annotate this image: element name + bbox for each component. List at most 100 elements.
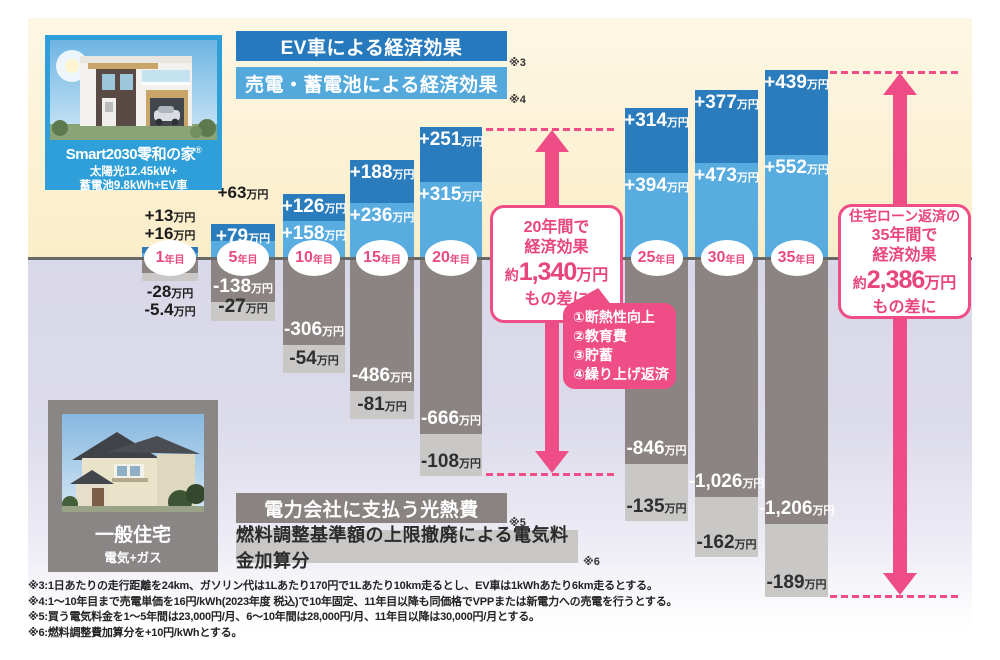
legend-banner-utility-cost: 電力会社に支払う光熱費 [236, 493, 507, 523]
dash-line-20y-top [486, 128, 615, 131]
bar-value-label: +473万円 [694, 165, 759, 186]
bar-segment-fuel [625, 464, 688, 521]
year-badge: 5 年目 [217, 240, 269, 276]
arrow-down-icon [883, 573, 917, 595]
footnote-line: ※3:1日あたりの走行距離を24km、ガソリン代は1Lあたり170円で1Lあたり… [28, 580, 658, 592]
footnote-line: ※4:1〜10年目まで売電単価を16円/kWh(2023年度 税込)で10年固定… [28, 595, 678, 608]
year-badge: 15 年目 [356, 240, 408, 276]
bar-value-label: -306万円 [283, 319, 345, 340]
footnote-ref-3: ※3 [509, 57, 526, 69]
general-house-photo [62, 414, 204, 512]
callout-35y-line1: 住宅ローン返済の [848, 207, 961, 224]
bar-value-label: -189万円 [766, 572, 827, 593]
bar-value-label: -666万円 [420, 408, 482, 429]
bar-value-label: -108万円 [420, 451, 482, 472]
year-badge: 30 年目 [700, 240, 753, 276]
bar-value-label: +314万円 [624, 110, 689, 131]
footnotes-block: ※3:1日あたりの走行距離を24km、ガソリン代は1Lあたり170円で1Lあたり… [28, 579, 978, 641]
year-badge: 20 年目 [425, 240, 477, 276]
bar-value-label: +439万円 [764, 72, 829, 93]
footnote-line: ※5:買う電気料金を1〜5年間は23,000円/月、6〜10年間は28,000円… [28, 611, 540, 623]
bar-segment-ev [625, 108, 688, 173]
bar-value-label: +394万円 [624, 175, 689, 196]
bar-value-label: +552万円 [764, 157, 829, 178]
callout-35-years: 住宅ローン返済の 35年間で 経済効果 約2,386万円 もの差に [838, 204, 971, 319]
bar-segment-utility [420, 260, 482, 434]
legend-banner-sell-battery-effect: 売電・蓄電池による経済効果 [236, 67, 507, 99]
bar-segment-fuel [142, 273, 198, 281]
bar-segment-fuel [350, 391, 414, 419]
dash-line-20y-bottom [486, 473, 615, 476]
callout-20y-amount: 約1,340万円 [504, 258, 609, 286]
bar-value-label: +158万円 [281, 223, 347, 244]
callout-35y-line3: 経済効果 [872, 246, 937, 264]
callout-35y-line2: 35年間で [871, 226, 938, 244]
arrow-down-icon [535, 451, 569, 473]
footnote-ref-6: ※6 [583, 556, 600, 568]
footnote-line: ※6:燃料調整費加算分を+10円/kWhとする。 [28, 626, 243, 639]
footnote-ref-4: ※4 [509, 94, 526, 106]
bar-segment-utility [350, 260, 414, 391]
callout-20-years: 20年間で 経済効果 約1,340万円 もの差に [490, 205, 623, 323]
bar-segment-fuel [211, 302, 275, 321]
bar-segment-fuel [283, 345, 345, 373]
bar-value-label: +13万円 [144, 206, 196, 225]
bar-value-label: +63万円 [217, 183, 269, 202]
bar-segment-ev [283, 194, 345, 221]
general-house-card: 一般住宅 電気+ガス [48, 400, 218, 572]
callout-35y-amount: 約2,386万円 [852, 265, 957, 294]
arrow-shaft-35y [893, 93, 907, 575]
benefit-item: ④繰り上げ返済 [573, 366, 669, 382]
bar-value-label: +16万円 [144, 224, 196, 243]
bar-value-label: -54万円 [289, 348, 339, 369]
general-house-energy-type: 電気+ガス [104, 551, 162, 565]
bar-value-label: -1,026万円 [688, 471, 765, 492]
year-badge: 10 年目 [288, 240, 340, 276]
bar-value-label: +236万円 [349, 205, 415, 226]
bar-value-label: +315万円 [418, 184, 484, 205]
legend-banner-fuel-adjustment: 燃料調整基準額の上限撤廃による電気料金加算分 [236, 525, 578, 571]
bar-value-label: -81万円 [357, 394, 407, 415]
bar-value-label: -28万円 [146, 282, 194, 301]
smart-house-spec-battery: 蓄電池9.8kWh+EV車 [79, 180, 188, 192]
bar-value-label: +251万円 [418, 129, 484, 150]
benefit-item: ③貯蓄 [573, 347, 613, 363]
bar-value-label: +377万円 [694, 92, 759, 113]
year-badge: 1 年目 [144, 240, 196, 276]
smart-house-spec-solar: 太陽光12.45kW+ [89, 166, 178, 178]
dash-line-35y-top [830, 71, 962, 74]
bar-segment-ev [420, 127, 482, 182]
year-badge: 25 年目 [630, 240, 683, 276]
bar-value-label: -27万円 [218, 296, 268, 317]
bar-segment-fuel [420, 434, 482, 476]
bar-value-label: +188万円 [349, 162, 415, 183]
bar-value-label: +126万円 [281, 196, 347, 217]
bar-segment-utility [695, 260, 758, 497]
benefit-item: ①断熱性向上 [573, 309, 655, 325]
legend-banner-ev-effect: EV車による経済効果 [236, 31, 507, 61]
bar-segment-fuel [695, 497, 758, 557]
footnote-ref-5: ※5 [509, 517, 526, 529]
dash-line-35y-bottom [830, 595, 962, 598]
smart-house-photo [50, 40, 217, 140]
bar-segment-ev [765, 70, 828, 155]
smart-house-label: Smart2030零和の家® 太陽光12.45kW+ 蓄電池9.8kWh+EV車 [45, 140, 222, 192]
bar-segment-fuel [765, 524, 828, 597]
benefit-item: ②教育費 [573, 328, 627, 344]
callout-20y-line1: 20年間で [523, 219, 590, 236]
benefits-list: ①断熱性向上 ②教育費 ③貯蓄 ④繰り上げ返済 [563, 303, 676, 389]
bar-segment-ev [211, 224, 275, 241]
bar-value-label: -135万円 [626, 496, 687, 517]
bar-segment-utility [765, 260, 828, 524]
year-badge: 35 年目 [770, 240, 823, 276]
smart-house-title: Smart2030零和の家® [65, 145, 202, 163]
bar-segment-ev [695, 90, 758, 163]
bar-value-label: -162万円 [696, 532, 757, 553]
bar-value-label: -846万円 [626, 438, 687, 459]
bar-value-label: -5.4万円 [144, 300, 196, 319]
arrow-up-icon [535, 130, 569, 152]
callout-35y-line5: もの差に [872, 298, 937, 316]
bar-value-label: -486万円 [351, 365, 413, 386]
callout-20y-line2: 経済効果 [524, 239, 589, 256]
